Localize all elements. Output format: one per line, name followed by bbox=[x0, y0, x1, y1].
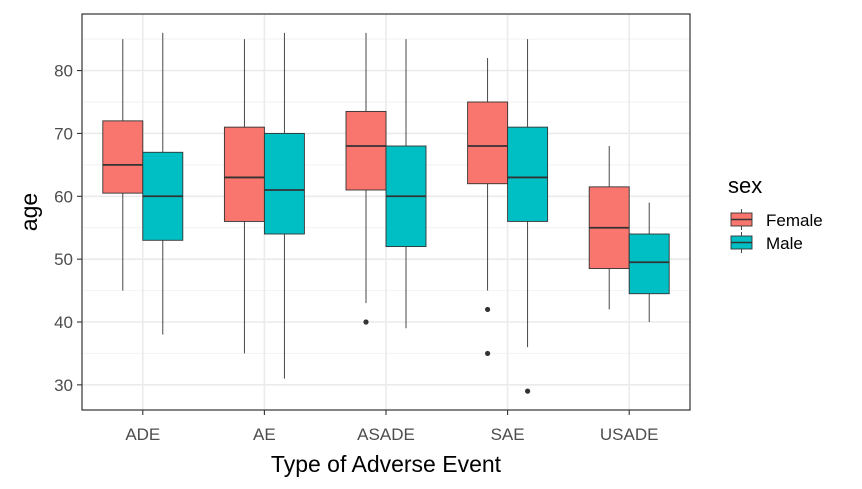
y-tick-label: 50 bbox=[54, 250, 73, 269]
legend-items: Female Male bbox=[730, 209, 823, 253]
box-male-usade bbox=[628, 202, 670, 322]
box-male-ae bbox=[263, 32, 305, 379]
box-female-usade bbox=[588, 146, 630, 310]
outlier-point bbox=[363, 319, 369, 325]
legend: sex Female Male bbox=[728, 173, 823, 253]
x-tick-label: AE bbox=[253, 425, 276, 444]
box-male-asade bbox=[385, 39, 427, 329]
box-female-ade bbox=[102, 39, 144, 291]
box-body bbox=[102, 120, 144, 194]
axes: 30 40 50 60 70 80 ADE AE ASADE SAE USADE bbox=[54, 62, 658, 444]
y-tick-label: 60 bbox=[54, 187, 73, 206]
y-tick-label: 30 bbox=[54, 376, 73, 395]
outlier-point bbox=[485, 350, 491, 357]
legend-label-male: Male bbox=[766, 234, 803, 253]
x-tick-label: ASADE bbox=[357, 425, 415, 444]
x-tick-label: SAE bbox=[491, 425, 525, 444]
y-tick-label: 40 bbox=[54, 313, 73, 332]
legend-title: sex bbox=[728, 173, 762, 198]
box-female-asade bbox=[345, 32, 387, 325]
box-body bbox=[467, 101, 509, 185]
box-body bbox=[507, 126, 549, 222]
box-female-sae bbox=[467, 58, 509, 357]
outlier-point bbox=[485, 306, 491, 313]
x-tick-label: USADE bbox=[600, 425, 659, 444]
legend-item-female: Female bbox=[730, 209, 823, 230]
legend-label-female: Female bbox=[766, 211, 823, 230]
box-male-ade bbox=[142, 32, 184, 335]
x-tick-label: ADE bbox=[125, 425, 160, 444]
x-axis-title: Type of Adverse Event bbox=[271, 451, 502, 477]
box-body bbox=[345, 110, 387, 191]
box-body bbox=[628, 233, 670, 295]
legend-item-male: Male bbox=[730, 232, 803, 253]
box-layer bbox=[102, 32, 670, 394]
box-female-ae bbox=[223, 39, 265, 354]
box-male-sae bbox=[507, 39, 549, 394]
box-body bbox=[223, 126, 265, 222]
outlier-point bbox=[525, 388, 531, 394]
box-body bbox=[263, 132, 305, 235]
y-tick-label: 80 bbox=[54, 62, 73, 81]
y-axis-title: age bbox=[16, 193, 42, 231]
y-tick-label: 70 bbox=[54, 124, 73, 143]
